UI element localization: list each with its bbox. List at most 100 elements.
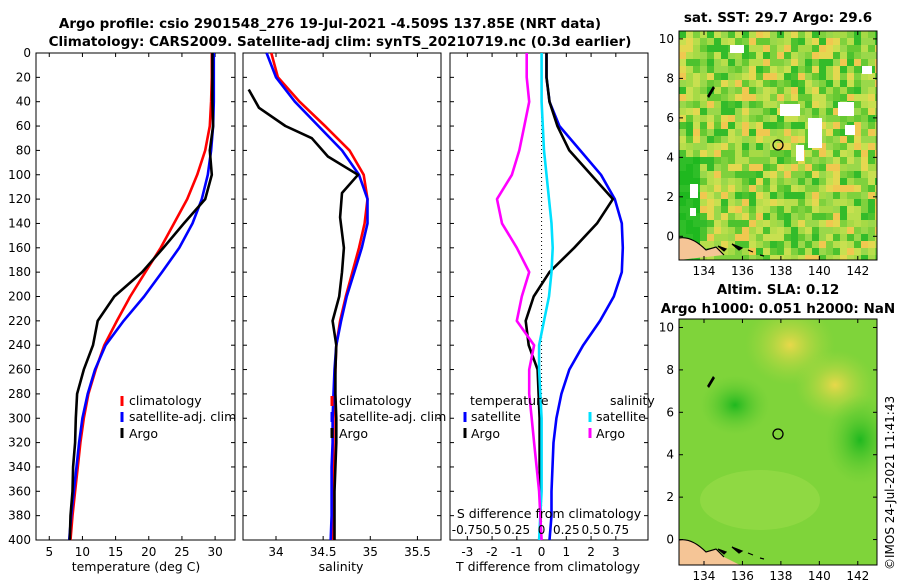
sst-cell (847, 45, 854, 52)
sst-cell (714, 234, 721, 241)
sst-cell (686, 52, 693, 59)
sst-cell (812, 66, 819, 73)
sst-cell (770, 101, 777, 108)
series-satellite-adj-clim (67, 53, 216, 541)
sst-cell (749, 122, 756, 129)
sst-cell (784, 94, 791, 101)
sst-cell (854, 52, 861, 59)
sst-cell (700, 150, 707, 157)
sst-cell (714, 171, 721, 178)
sst-cell (833, 136, 840, 143)
sst-cell (826, 129, 833, 136)
sst-cell (693, 45, 700, 52)
sst-cell (854, 241, 861, 248)
sla-axes: 134 136 138 140 142 0 2 4 6 8 10 (659, 319, 877, 580)
map-x-tick-label: 136 (731, 569, 754, 580)
difference-legend-salinity: salinity satellite Argo (588, 393, 655, 441)
sst-cell (679, 185, 686, 192)
depth-tick-label: 320 (8, 436, 31, 450)
sst-cell (812, 248, 819, 255)
x-tick-label: 34.5 (310, 545, 337, 559)
sst-cell (784, 206, 791, 213)
sst-cell (847, 115, 854, 122)
sst-cell (798, 241, 805, 248)
sst-cell (826, 108, 833, 115)
sst-cell (847, 255, 854, 260)
sst-cell (756, 94, 763, 101)
sst-cell (763, 206, 770, 213)
sst-cell (819, 213, 826, 220)
sst-cell (714, 150, 721, 157)
sst-cell (861, 59, 868, 66)
sst-cell (868, 150, 875, 157)
sst-cell (875, 199, 877, 206)
sst-cell (805, 157, 812, 164)
sst-cell (735, 192, 742, 199)
sst-cell (798, 227, 805, 234)
sst-cell (756, 185, 763, 192)
sst-cell (840, 227, 847, 234)
x-tick-label: -3 (461, 545, 473, 559)
sst-cell (714, 115, 721, 122)
sst-cell (819, 66, 826, 73)
sst-cell (770, 178, 777, 185)
sst-cell (868, 178, 875, 185)
sla-map-subtitle: Argo h1000: 0.051 h2000: NaN (661, 301, 895, 317)
sst-cell (854, 199, 861, 206)
map-x-tick-label: 138 (769, 569, 792, 580)
sst-cell (728, 234, 735, 241)
sst-cell (847, 227, 854, 234)
depth-tick-label: 120 (8, 192, 31, 206)
sst-cell (777, 192, 784, 199)
sst-cell (721, 248, 728, 255)
sst-cell (826, 73, 833, 80)
sst-cell (742, 157, 749, 164)
series-t-satellite (537, 53, 555, 541)
sst-cell (861, 87, 868, 94)
sst-cell (819, 199, 826, 206)
sst-cell (721, 52, 728, 59)
sst-gap (690, 208, 696, 216)
sst-cell (749, 157, 756, 164)
sst-cell (847, 31, 854, 38)
sst-cell (798, 87, 805, 94)
sst-cell (840, 150, 847, 157)
sst-cell (686, 150, 693, 157)
sst-cell (875, 38, 877, 45)
sst-cell (693, 73, 700, 80)
x-tick-label: 35.5 (404, 545, 431, 559)
sst-cell (784, 143, 791, 150)
sst-cell (763, 248, 770, 255)
sst-cell (819, 178, 826, 185)
sst-cell (847, 52, 854, 59)
depth-tick-label: 360 (8, 484, 31, 498)
sst-cell (826, 220, 833, 227)
sst-cell (875, 52, 877, 59)
sst-cell (693, 220, 700, 227)
sst-cell (812, 59, 819, 66)
sst-cell (700, 143, 707, 150)
sst-cell (791, 213, 798, 220)
sst-cell (819, 87, 826, 94)
sst-cell (868, 185, 875, 192)
sst-cell (679, 38, 686, 45)
sst-cell (840, 185, 847, 192)
sst-cell (742, 80, 749, 87)
sst-cell (770, 59, 777, 66)
sst-cell (812, 206, 819, 213)
sst-cell (791, 73, 798, 80)
sst-cell (728, 255, 735, 260)
sst-cell (798, 185, 805, 192)
sst-cell (875, 94, 877, 101)
sst-cell (721, 45, 728, 52)
sst-cell (763, 213, 770, 220)
sst-cell (714, 80, 721, 87)
sst-cell (707, 143, 714, 150)
sst-cell (798, 234, 805, 241)
sst-cell (805, 101, 812, 108)
sst-cell (714, 31, 721, 38)
sst-cell (826, 94, 833, 101)
sst-cell (861, 101, 868, 108)
sst-cell (700, 220, 707, 227)
sst-cell (749, 199, 756, 206)
